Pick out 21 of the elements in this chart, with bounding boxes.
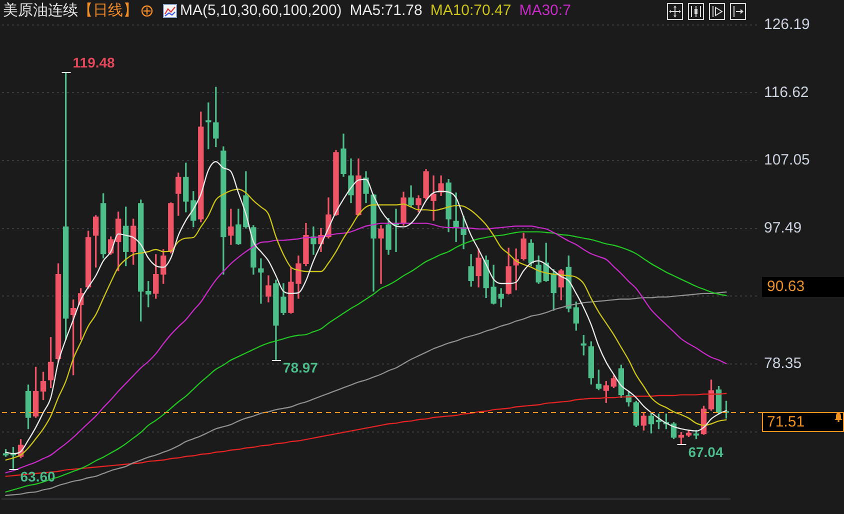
text: MA10:70.47 [430,2,512,20]
annotation: 78.97 [282,359,318,376]
chart-title: 美原油连续 [3,2,78,20]
y-tick-label: 97.49 [764,219,802,236]
text: MA30:7 [519,2,571,20]
candlestick [430,175,436,221]
line-series [5,291,727,496]
candlestick [378,225,384,284]
y-tick-label: 116.62 [764,84,809,101]
annotation: 119.48 [72,54,116,70]
y-tick-label: 126.19 [764,16,810,34]
y-tick-label: 107.05 [764,152,810,169]
candlestick [258,258,264,304]
annotation: 67.04 [688,444,724,460]
candlestick [453,192,459,242]
y-tick-label: 78.35 [764,355,802,372]
text: MA5:71.78 [350,2,422,20]
ref-line-label: 71.51 [767,414,805,431]
legend-title: MA(5,10,30,60,100,200) [180,2,342,20]
text: 90.63 [767,278,805,296]
chart-subtitle: 【日线】 [78,2,138,20]
